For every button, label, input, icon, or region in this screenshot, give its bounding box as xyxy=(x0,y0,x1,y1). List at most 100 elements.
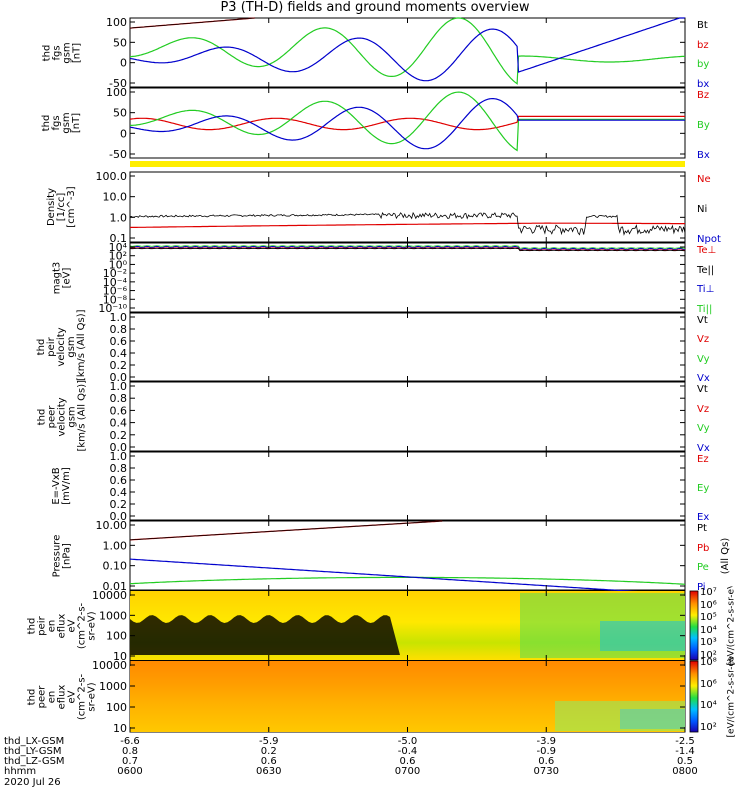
colorbar-unit-label: [eV/(cm^2-s-sr-eV)] xyxy=(726,586,736,665)
y-tick-label: 0.8 xyxy=(110,462,128,475)
ylabel-line: velocity xyxy=(56,396,67,437)
by-trace xyxy=(129,17,686,85)
y-tick-label: 10.0 xyxy=(103,191,128,204)
y-tick-label: 0.4 xyxy=(110,347,128,360)
legend-pressure-3: Pi xyxy=(697,582,706,593)
y-tick-label: 10 xyxy=(113,650,127,663)
figure-title: P3 (TH-D) fields and ground moments over… xyxy=(220,0,530,15)
ylabel-fgs: thd fgs gsm [nT] xyxy=(41,18,82,87)
legend-fgs-2: by xyxy=(697,59,710,71)
ylabel-line: peir xyxy=(36,615,47,636)
colorbar-tick-label: 10⁴ xyxy=(700,700,717,712)
x-tick-value: 0730 xyxy=(533,766,559,777)
legend-temp-0: Te⊥ xyxy=(697,245,717,256)
legend-peer_v-3: Vx xyxy=(697,443,710,454)
ylabel-temp: magt3 [eV] xyxy=(51,243,72,312)
x-tick-value: -6.6 xyxy=(120,736,140,747)
legend-density-0: Ne xyxy=(697,174,711,185)
ylabel-line: fgs xyxy=(51,44,62,61)
x-tick-value: 0.2 xyxy=(260,746,277,757)
legend-fgs-3: bx xyxy=(697,79,710,90)
y-tick-label: 100 xyxy=(106,701,127,714)
legend-density-1: Ni xyxy=(697,204,708,215)
legend-fgs2-0: Bz xyxy=(697,90,710,101)
ylabel-line: eflux xyxy=(56,684,67,709)
ylabel-line: magt3 xyxy=(51,261,62,294)
x-tick-value: 0630 xyxy=(256,766,282,777)
legend-pressure-2: Pe xyxy=(697,562,709,574)
y-tick-label: 1000 xyxy=(99,680,127,693)
y-tick-label: 10⁻⁶ xyxy=(103,285,128,298)
y-tick-label: 100.0 xyxy=(96,170,128,183)
x-tick-value: -0.9 xyxy=(536,746,556,757)
ylabel-line: sr-eV) xyxy=(86,610,97,641)
Te-par-trace xyxy=(129,247,685,252)
y-tick-label: 0.4 xyxy=(110,417,128,430)
legend-fgs2-1: By xyxy=(697,120,710,131)
ylabel-line: [mV/m] xyxy=(61,467,72,505)
y-tick-label: 0.0 xyxy=(110,510,128,523)
ylabel-line: thd xyxy=(41,44,52,61)
y-tick-label: 100 xyxy=(106,86,127,99)
y-tick-label: 1.0 xyxy=(110,450,128,463)
legend-temp-3: Ti|| xyxy=(697,304,713,315)
peer-cyan-patch xyxy=(620,709,685,729)
y-tick-label: 10 xyxy=(113,722,127,735)
x-tick-value: 0.6 xyxy=(538,756,555,767)
ylabel-line: gsm xyxy=(61,41,72,64)
ylabel-peer_v: thd peer velocity gsm [km/s (All Qs)] xyxy=(36,379,87,451)
ylabel-line: eV xyxy=(66,690,77,703)
ylabel-line: thd xyxy=(26,688,37,705)
colorbar-tick-label: 10⁴ xyxy=(700,624,717,636)
y-tick-label: 0.2 xyxy=(110,498,128,511)
colorbar-tick-label: 10³ xyxy=(700,637,717,649)
y-tick-label: 10.00 xyxy=(96,519,128,532)
y-tick-label: 10⁴ xyxy=(109,241,128,254)
ylabel-pressure: Pressure [nPa] xyxy=(51,521,72,590)
legend-density-2: Npot xyxy=(697,234,721,245)
colorbar-tick-label: 10⁵ xyxy=(700,612,717,624)
x-tick-value: 0.6 xyxy=(399,756,416,767)
colorbar-unit-label: [eV/(cm^2-s-sr-eV)] xyxy=(726,656,736,737)
y-tick-label: -50 xyxy=(109,77,127,90)
panel-frame-density xyxy=(129,171,686,243)
y-tick-label: 10⁻¹⁰ xyxy=(98,302,127,315)
Pi-trace xyxy=(129,558,685,596)
x-tick-value: -1.4 xyxy=(675,746,695,757)
yellow-status-bar xyxy=(130,161,685,167)
x-tick-value: 0.6 xyxy=(260,756,277,767)
colorbar-tick-label: 10⁶ xyxy=(700,599,717,611)
y-tick-label: 0.10 xyxy=(103,560,128,573)
panel-frame-efield xyxy=(129,451,686,521)
ylabel-line: [cm^-3] xyxy=(66,186,77,228)
legend-fgs2-2: Bx xyxy=(697,150,710,161)
ylabel-peer_en: thd peer en eflux eV (cm^2-s-sr-eV) xyxy=(26,661,97,732)
legend-peer_v-2: Vy xyxy=(697,423,710,435)
y-tick-label: 10⁻⁸ xyxy=(103,293,128,306)
ylabel-peir_v: thd peir velocity gsm [km/s (All Qs)] xyxy=(36,309,87,381)
Bz-trace xyxy=(129,115,685,131)
colorbar-tick-label: 10² xyxy=(700,650,717,661)
x-row-name: thd_LZ-GSM xyxy=(4,756,65,767)
y-tick-label: 10² xyxy=(109,250,127,263)
legend-peir_v-2: Vy xyxy=(697,353,710,365)
y-tick-label: 10⁰ xyxy=(109,258,128,271)
peir-cyan-patch xyxy=(600,621,685,651)
y-tick-label: 0.6 xyxy=(110,474,128,487)
pressure-side-label: (All Qs) xyxy=(720,537,731,574)
peer-colorbar xyxy=(689,660,699,733)
ylabel-density: Density [1/cc] [cm^-3] xyxy=(46,172,77,242)
colorbar-tick-label: 10⁶ xyxy=(700,678,717,690)
ylabel-peir_en: thd peir en eflux eV (cm^2-s-sr-eV) xyxy=(26,591,97,660)
y-tick-label: 100 xyxy=(106,16,127,29)
x-tick-value: -3.9 xyxy=(536,736,556,747)
ylabel-line: [km/s (All Qs)] xyxy=(76,379,87,451)
legend-peir_v-3: Vx xyxy=(697,373,710,384)
legend-efield-2: Ex xyxy=(697,512,710,523)
legend-peer_v-1: Vz xyxy=(697,403,710,415)
y-tick-label: 10000 xyxy=(92,589,127,602)
panel-frame-temp xyxy=(129,242,686,313)
y-tick-label: 1.0 xyxy=(110,311,128,324)
ylabel-line: thd xyxy=(36,408,47,425)
